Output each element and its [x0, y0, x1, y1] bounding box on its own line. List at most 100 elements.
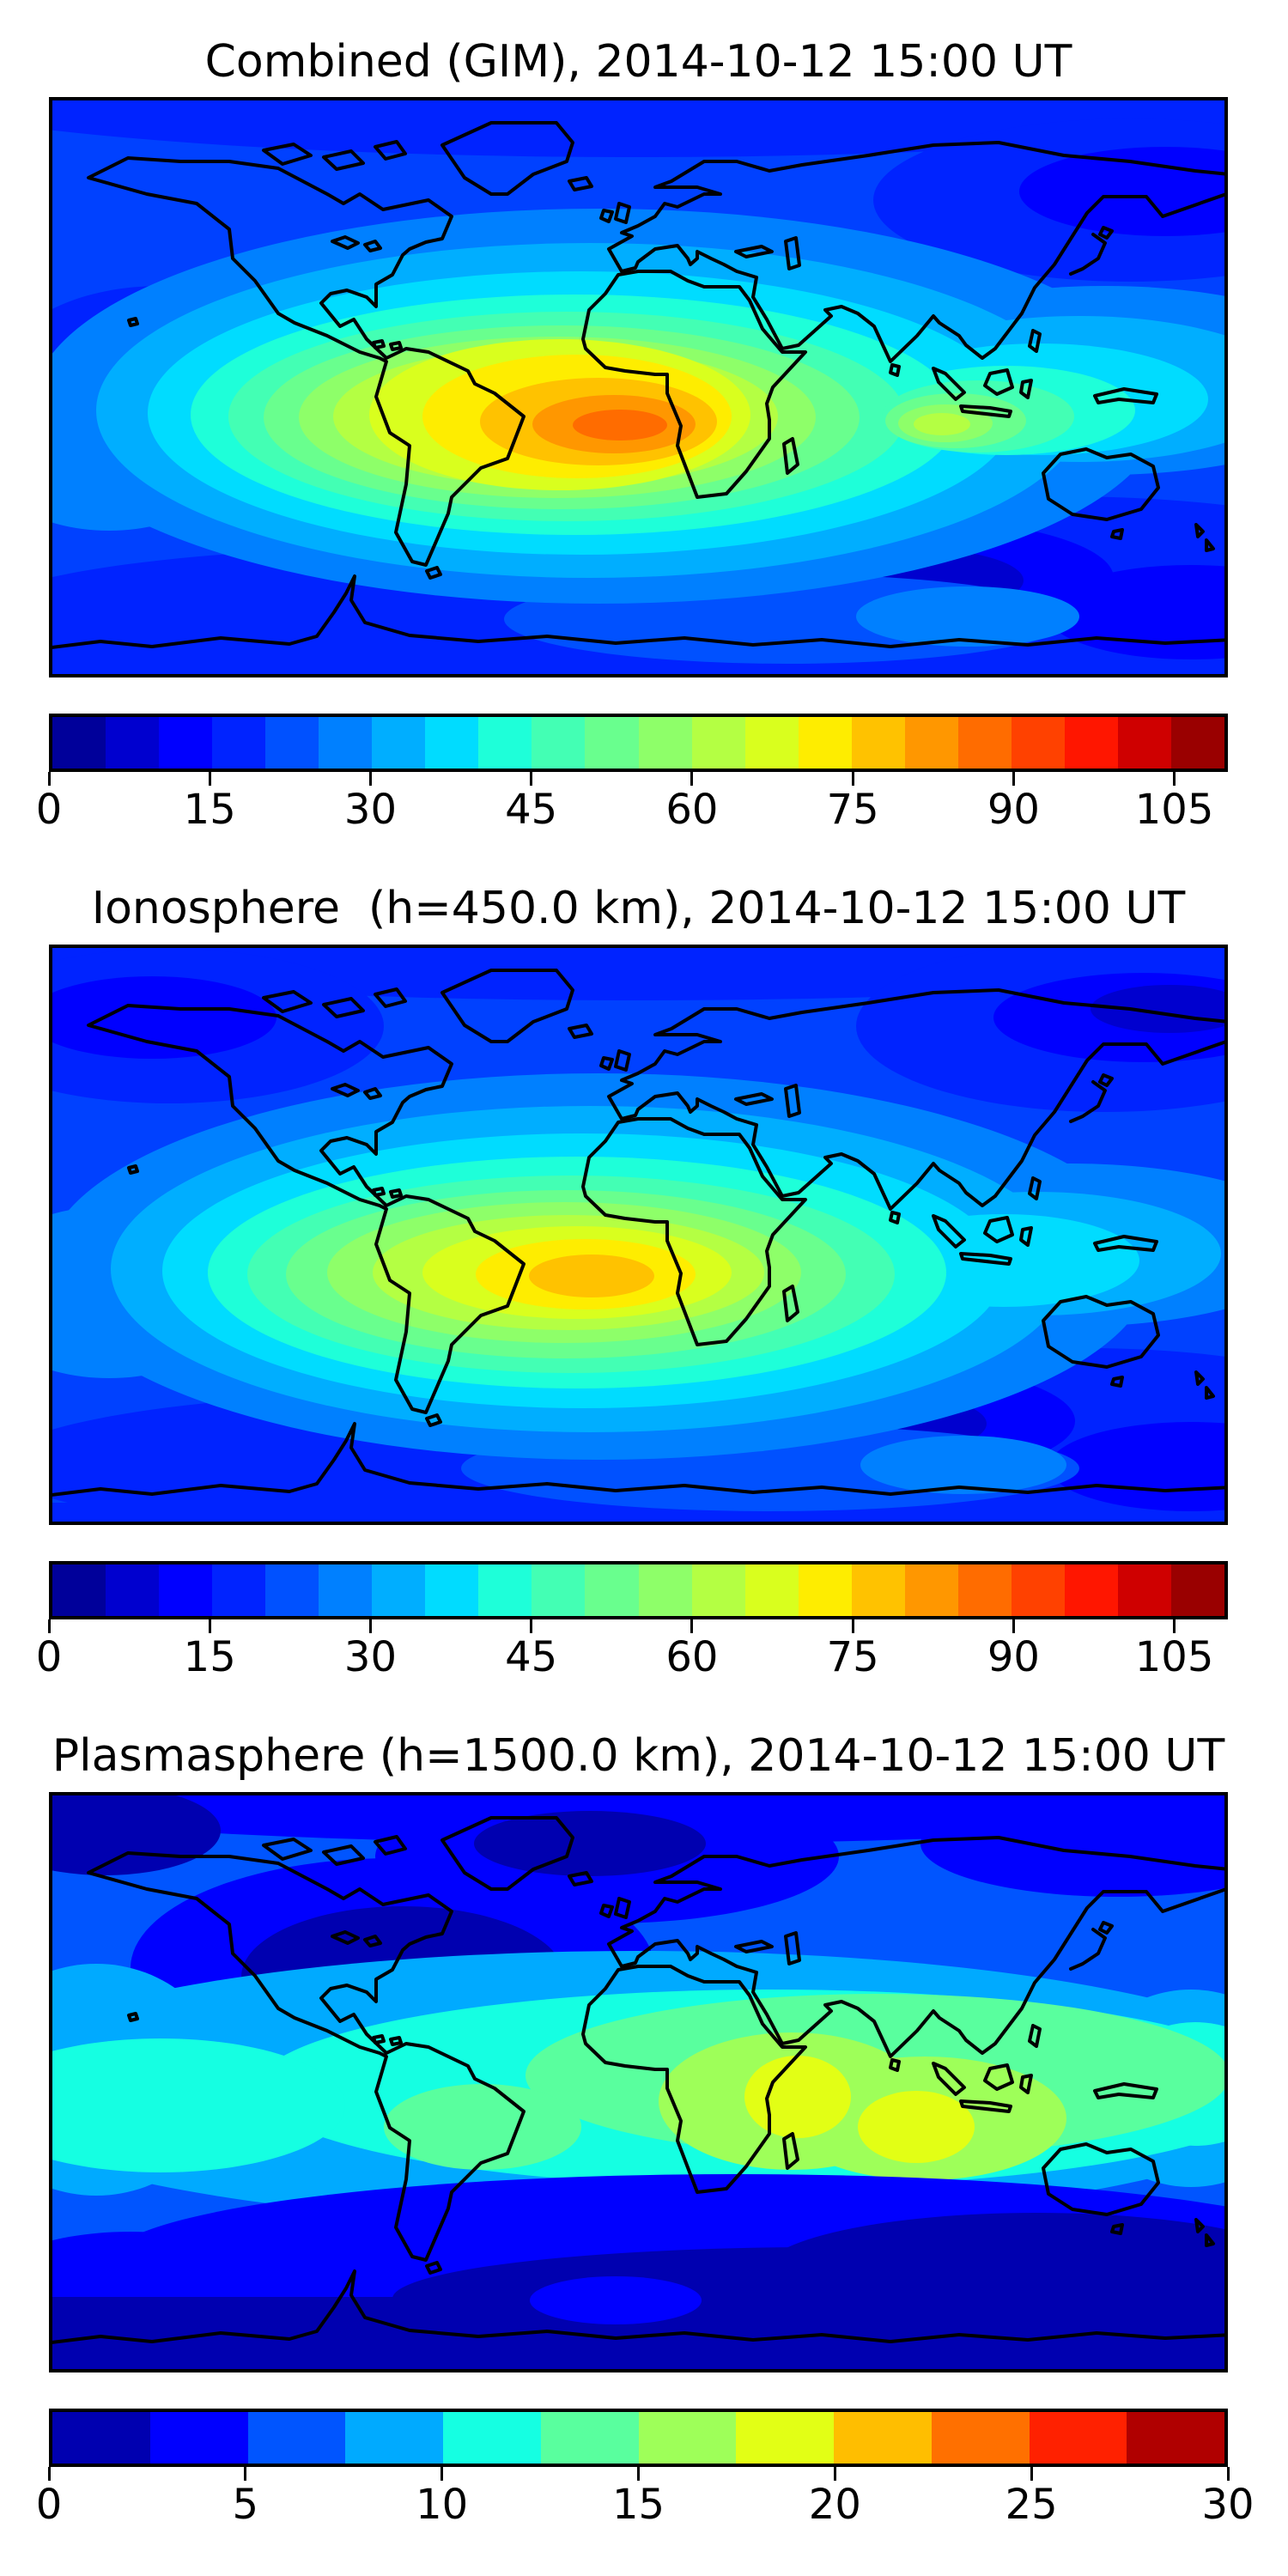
colorbar-tick-mark: [440, 2467, 444, 2481]
colorbar-tick-label: 75: [826, 786, 879, 834]
colorbar-tick-mark: [851, 772, 854, 786]
colorbar-segment: [1029, 2412, 1127, 2464]
colorbar-segment: [265, 1564, 319, 1616]
colorbar-combined: 0 15 30 45 60 75 90 105: [36, 714, 1228, 834]
colorbar-tick-mark: [368, 772, 372, 786]
colorbar-tick-label: 45: [505, 1633, 558, 1681]
colorbar-segment: [159, 1564, 213, 1616]
colorbar-segment: [585, 1564, 639, 1616]
colorbar-segment: [532, 1564, 586, 1616]
colorbar-tick-mark: [637, 2467, 640, 2481]
colorbar-ionosphere: 0 15 30 45 60 75 90 105: [36, 1561, 1228, 1681]
colorbar-tick-label: 0: [35, 1633, 63, 1681]
colorbar-segment: [851, 1564, 905, 1616]
colorbar-segment: [1170, 717, 1225, 769]
colorbar-segment: [744, 717, 799, 769]
colorbar-segment: [585, 717, 639, 769]
map-plasmasphere-svg: [49, 1792, 1228, 2372]
colorbar-tick-mark: [47, 2467, 51, 2481]
colorbar-tick-label: 0: [35, 786, 63, 834]
colorbar-tick-label: 0: [35, 2481, 63, 2529]
colorbar-tick-label: 15: [183, 786, 236, 834]
colorbar-tick-label: 30: [1201, 2481, 1255, 2529]
colorbar-tick-label: 15: [611, 2481, 665, 2529]
colorbar-segment: [478, 717, 532, 769]
colorbar-segments: [49, 1561, 1228, 1619]
colorbar-segment: [1064, 1564, 1118, 1616]
panel-title-ionosphere: Ionosphere (h=450.0 km), 2014-10-12 15:0…: [91, 883, 1186, 934]
colorbar-segment: [736, 2412, 834, 2464]
colorbar-tick-label: 10: [416, 2481, 469, 2529]
contour-field-combined: [49, 97, 1228, 677]
colorbar-tick-label: 30: [343, 786, 397, 834]
colorbar-segment: [52, 1564, 106, 1616]
colorbar-segment: [319, 717, 373, 769]
colorbar-segment: [1117, 1564, 1171, 1616]
colorbar-segments: [49, 2409, 1228, 2467]
panel-title-combined: Combined (GIM), 2014-10-12 15:00 UT: [204, 36, 1072, 88]
colorbar-segment: [212, 717, 266, 769]
colorbar-tick-mark: [1030, 2467, 1033, 2481]
colorbar-segment: [957, 717, 1012, 769]
colorbar-segment: [540, 2412, 639, 2464]
colorbar-segment: [159, 717, 213, 769]
colorbar-tick-mark: [47, 1619, 51, 1633]
colorbar-segment: [798, 717, 852, 769]
colorbar-tick-label: 60: [665, 786, 719, 834]
colorbar-segment: [1011, 717, 1065, 769]
map-ionosphere-svg: [49, 945, 1228, 1525]
colorbar-segment: [638, 717, 692, 769]
colorbar-tick-label: 5: [232, 2481, 259, 2529]
colorbar-tick-label: 15: [183, 1633, 236, 1681]
colorbar-tick-mark: [208, 1619, 211, 1633]
colorbar-tick-mark: [1173, 772, 1176, 786]
colorbar-tick-label: 105: [1134, 1633, 1214, 1681]
colorbar-segment: [425, 1564, 479, 1616]
colorbar-segment: [372, 1564, 426, 1616]
colorbar-tick-mark: [690, 1619, 694, 1633]
colorbar-segment: [212, 1564, 266, 1616]
colorbar-tick-mark: [1173, 1619, 1176, 1633]
colorbar-segment: [851, 717, 905, 769]
colorbar-segment: [798, 1564, 852, 1616]
colorbar-tick-mark: [690, 772, 694, 786]
colorbar-tick-label: 30: [343, 1633, 397, 1681]
colorbar-segment: [372, 717, 426, 769]
colorbar-segment: [52, 717, 106, 769]
colorbar-segment: [1117, 717, 1171, 769]
colorbar-segment: [904, 1564, 958, 1616]
panel-title-plasmasphere: Plasmasphere (h=1500.0 km), 2014-10-12 1…: [52, 1730, 1225, 1782]
colorbar-tick-mark: [368, 1619, 372, 1633]
colorbar-tick-mark: [208, 772, 211, 786]
colorbar-segment: [1127, 2412, 1224, 2464]
colorbar-tick-label: 75: [826, 1633, 879, 1681]
colorbar-segment: [834, 2412, 932, 2464]
map-combined-svg: [49, 97, 1228, 677]
colorbar-segment: [247, 2412, 346, 2464]
colorbar-segment: [425, 717, 479, 769]
colorbar-segment: [931, 2412, 1030, 2464]
colorbar-tick-mark: [530, 1619, 533, 1633]
map-frame: [49, 97, 1228, 677]
colorbar-segments: [49, 714, 1228, 772]
colorbar-tick-mark: [244, 2467, 247, 2481]
map-combined: [49, 97, 1228, 677]
colorbar-segment: [52, 2412, 150, 2464]
colorbar-segment: [345, 2412, 443, 2464]
colorbar-plasmasphere: 0 5 10 15 20 25 30: [36, 2409, 1255, 2529]
colorbar-tick-mark: [851, 1619, 854, 1633]
colorbar-segment: [691, 717, 745, 769]
colorbar-segment: [478, 1564, 532, 1616]
map-plasmasphere: [49, 1792, 1228, 2372]
colorbar-segment: [106, 717, 160, 769]
contour-field-plasmasphere: [49, 1792, 1228, 2372]
contour-field-ionosphere: [49, 945, 1228, 1525]
map-frame: [49, 945, 1228, 1525]
colorbar-segment: [638, 1564, 692, 1616]
colorbar-tick-label: 20: [808, 2481, 861, 2529]
colorbar-tick-mark: [530, 772, 533, 786]
colorbar-tick-label: 25: [1005, 2481, 1058, 2529]
colorbar-segment: [106, 1564, 160, 1616]
map-ionosphere: [49, 945, 1228, 1525]
